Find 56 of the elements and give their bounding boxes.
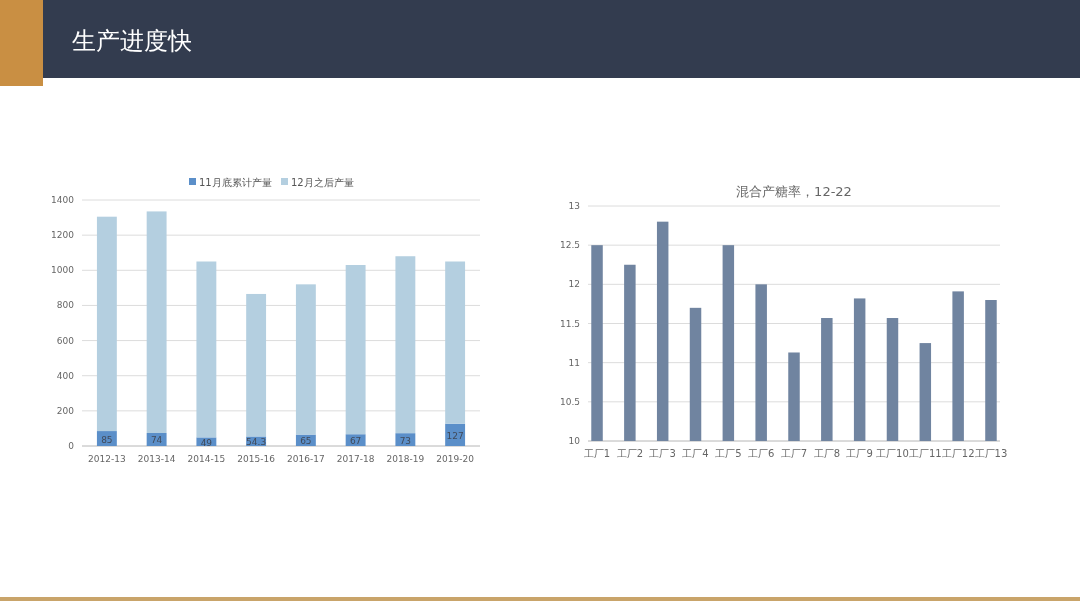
- x-tick-label: 工厂13: [974, 448, 1008, 459]
- bar: [96, 216, 117, 432]
- chart-title: 生产进度快: [72, 27, 192, 55]
- bar: [345, 265, 366, 435]
- chart-title: 混合产糖率，12-22: [736, 184, 852, 199]
- bar: [146, 211, 167, 433]
- x-tick-label: 工厂6: [747, 448, 775, 459]
- bar: [295, 284, 316, 435]
- y-tick-label: 12: [568, 279, 580, 290]
- legend-label: 12月之后产量: [291, 177, 354, 188]
- y-tick-label: 600: [56, 335, 75, 346]
- x-tick-label: 工厂8: [813, 448, 841, 459]
- x-tick-label: 2019-20: [436, 454, 475, 464]
- x-tick-label: 工厂7: [780, 448, 808, 459]
- x-tick-label: 2016-17: [287, 454, 325, 464]
- x-tick-label: 工厂12: [941, 448, 975, 459]
- y-tick-label: 11: [568, 357, 580, 368]
- x-tick-label: 工厂2: [616, 448, 644, 459]
- data-label: 127: [446, 430, 464, 441]
- y-tick-label: 400: [56, 370, 75, 381]
- y-tick-label: 11.5: [559, 318, 580, 329]
- y-tick-label: 800: [56, 300, 75, 311]
- x-tick-label: 2018-19: [386, 454, 425, 464]
- y-tick-label: 10: [568, 436, 581, 446]
- x-tick-label: 工厂5: [715, 448, 742, 459]
- bar: [246, 293, 267, 437]
- x-tick-label: 2015-16: [237, 454, 276, 464]
- x-tick-label: 工厂4: [682, 448, 709, 459]
- bar: [445, 261, 466, 424]
- data-label: 49: [200, 437, 213, 448]
- data-label: 54.3: [246, 437, 267, 448]
- y-tick-label: 200: [56, 405, 75, 416]
- x-tick-label: 工厂9: [846, 448, 873, 459]
- bar: [395, 256, 416, 434]
- data-label: 65: [300, 436, 312, 447]
- y-tick-label: 0: [68, 441, 75, 451]
- data-label: 73: [399, 435, 412, 446]
- data-label: 67: [349, 436, 362, 447]
- x-tick-label: 2013-14: [137, 454, 176, 464]
- bar: [196, 261, 217, 438]
- x-tick-label: 工厂3: [649, 448, 676, 459]
- y-tick-label: 1200: [51, 230, 75, 241]
- y-tick-label: 1400: [51, 195, 75, 205]
- x-tick-label: 工厂10: [876, 448, 909, 459]
- data-label: 74: [150, 435, 163, 446]
- x-tick-label: 工厂1: [583, 448, 611, 459]
- y-tick-label: 1000: [51, 265, 75, 276]
- x-tick-label: 2012-13: [88, 454, 126, 464]
- legend-label: 11月底累计产量: [199, 177, 272, 188]
- y-tick-label: 13: [568, 201, 580, 211]
- y-tick-label: 10.5: [559, 396, 580, 407]
- x-tick-label: 2017-18: [336, 454, 375, 464]
- y-tick-label: 12.5: [559, 240, 580, 251]
- x-tick-label: 工厂11: [908, 448, 942, 459]
- x-tick-label: 2014-15: [187, 454, 226, 464]
- data-label: 85: [101, 434, 113, 445]
